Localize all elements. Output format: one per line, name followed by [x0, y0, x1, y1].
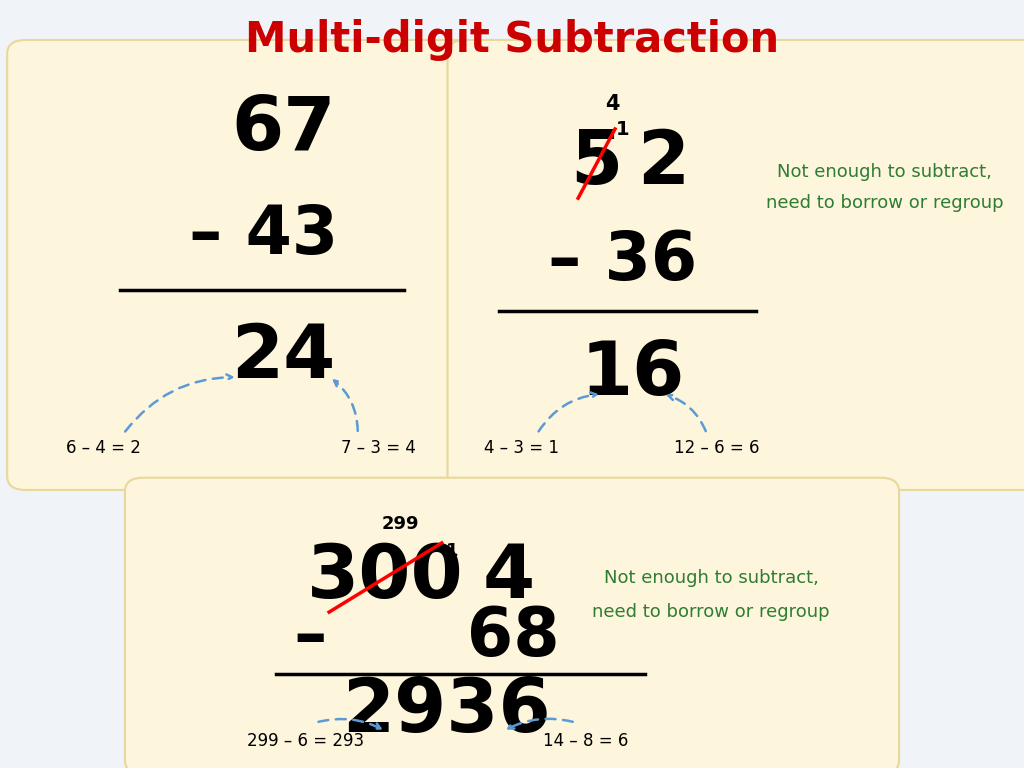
Text: 4: 4	[605, 94, 620, 114]
Text: need to borrow or regroup: need to borrow or regroup	[592, 603, 829, 621]
Text: 6 – 4 = 2: 6 – 4 = 2	[66, 439, 140, 457]
Text: Not enough to subtract,: Not enough to subtract,	[777, 163, 992, 181]
Text: 12 – 6 = 6: 12 – 6 = 6	[675, 439, 760, 457]
Text: need to borrow or regroup: need to borrow or regroup	[766, 194, 1004, 212]
Text: 16: 16	[581, 338, 685, 412]
Text: 2: 2	[637, 127, 689, 200]
Text: 2936: 2936	[342, 675, 551, 749]
Text: 67: 67	[231, 93, 336, 167]
Text: Multi-digit Subtraction: Multi-digit Subtraction	[245, 19, 779, 61]
FancyBboxPatch shape	[125, 478, 899, 768]
Text: 5: 5	[570, 127, 623, 200]
Text: –      68: – 68	[294, 604, 559, 670]
Text: – 43: – 43	[188, 203, 338, 268]
Text: – 36: – 36	[548, 228, 696, 293]
Text: 1: 1	[445, 541, 459, 560]
Text: 4 – 3 = 1: 4 – 3 = 1	[484, 439, 559, 457]
Text: 299 – 6 = 293: 299 – 6 = 293	[247, 732, 365, 750]
Text: 7 – 3 = 4: 7 – 3 = 4	[341, 439, 416, 457]
Text: 24: 24	[231, 321, 336, 395]
Text: Not enough to subtract,: Not enough to subtract,	[603, 568, 818, 587]
Text: 14 – 8 = 6: 14 – 8 = 6	[543, 732, 629, 750]
Text: 4: 4	[482, 541, 535, 614]
Text: 1: 1	[615, 121, 629, 139]
FancyBboxPatch shape	[7, 40, 474, 490]
Text: 299: 299	[382, 515, 420, 533]
FancyBboxPatch shape	[447, 40, 1024, 490]
Text: 300: 300	[307, 541, 464, 614]
